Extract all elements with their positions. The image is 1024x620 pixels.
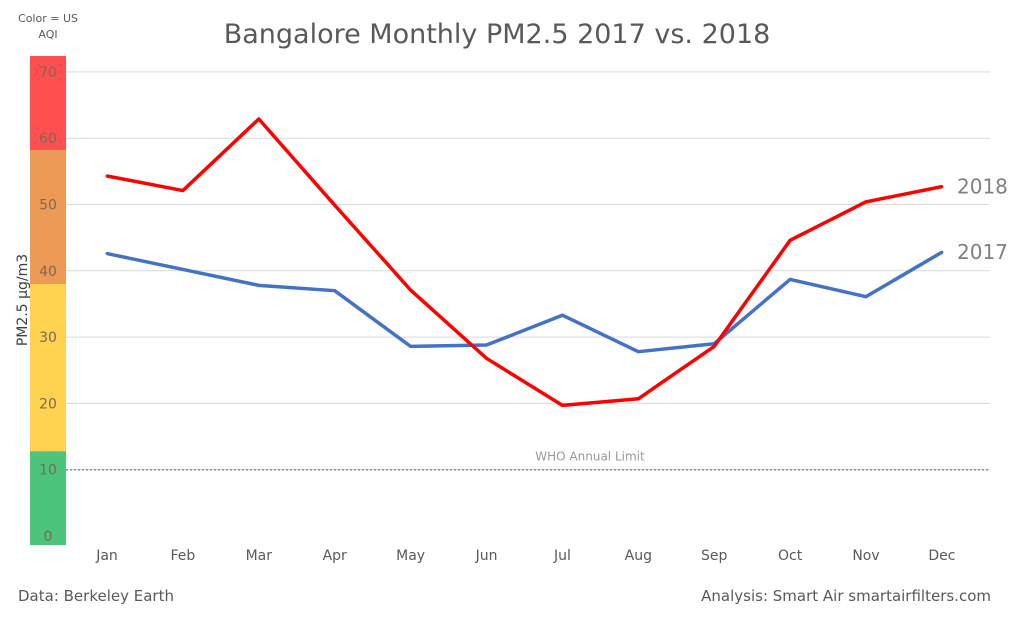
series-line-2018 <box>106 117 943 408</box>
point-2018-apr <box>333 203 337 207</box>
y-tick-50: 50 <box>39 198 57 214</box>
point-2017-apr <box>333 289 337 293</box>
point-2017-oct <box>788 277 792 281</box>
y-tick-70: 70 <box>39 65 57 81</box>
aqi-band-3 <box>30 55 66 151</box>
aqi-band-0 <box>30 451 66 545</box>
point-2017-feb <box>181 267 185 271</box>
x-tick-nov: Nov <box>852 548 879 564</box>
point-2018-feb <box>181 189 185 193</box>
point-2018-mar <box>257 117 261 121</box>
x-tick-aug: Aug <box>625 548 652 564</box>
who-limit-label: WHO Annual Limit <box>535 450 645 464</box>
y-tick-0: 0 <box>44 529 53 545</box>
point-2018-nov <box>864 200 868 204</box>
point-2017-nov <box>864 295 868 299</box>
x-tick-jul: Jul <box>553 548 571 564</box>
point-2018-dec <box>940 185 944 189</box>
point-2017-jun <box>485 343 488 347</box>
point-2017-mar <box>257 283 261 287</box>
gridlines <box>66 71 990 471</box>
x-tick-dec: Dec <box>928 548 955 564</box>
point-2018-jun <box>485 356 488 360</box>
y-tick-labels: 0 10 20 30 40 50 60 70 <box>39 65 57 545</box>
y-axis-label: PM2.5 μg/m3 <box>15 254 31 346</box>
aqi-band-2 <box>30 150 66 285</box>
series-label-2017: 2017 <box>957 240 1008 264</box>
y-tick-60: 60 <box>39 131 57 147</box>
point-2018-jan <box>105 174 109 178</box>
data-source: Data: Berkeley Earth <box>18 587 174 605</box>
x-tick-apr: Apr <box>323 548 347 564</box>
y-tick-40: 40 <box>39 264 57 280</box>
point-2018-jul <box>560 403 564 407</box>
aqi-legend-caption-line2: AQI <box>38 28 57 41</box>
chart-title: Bangalore Monthly PM2.5 2017 vs. 2018 <box>224 19 771 50</box>
point-2017-jan <box>105 252 109 256</box>
x-tick-sep: Sep <box>701 548 728 564</box>
x-tick-jan: Jan <box>95 548 118 564</box>
aqi-legend-caption-line1: Color = US <box>18 12 78 25</box>
y-tick-10: 10 <box>39 463 57 479</box>
y-tick-20: 20 <box>39 396 57 412</box>
data-series: 2017 2018 <box>105 117 1008 408</box>
point-2018-may <box>409 288 413 292</box>
x-tick-feb: Feb <box>171 548 196 564</box>
x-tick-oct: Oct <box>778 548 803 564</box>
aqi-color-bands <box>30 55 66 545</box>
x-tick-may: May <box>396 548 425 564</box>
x-tick-mar: Mar <box>246 548 273 564</box>
x-tick-labels: Jan Feb Mar Apr May Jun Jul Aug Sep Oct Nov Dec <box>95 548 955 564</box>
point-2017-aug <box>636 350 640 354</box>
series-line-2017 <box>106 250 943 354</box>
x-tick-jun: Jun <box>475 548 498 564</box>
aqi-band-1 <box>30 284 66 452</box>
point-2017-jul <box>560 313 564 317</box>
point-2017-dec <box>940 250 944 254</box>
y-tick-30: 30 <box>39 330 57 346</box>
series-label-2018: 2018 <box>957 175 1008 199</box>
point-2018-aug <box>636 397 640 401</box>
analysis-credit: Analysis: Smart Air smartairfilters.com <box>701 587 991 605</box>
point-2018-oct <box>788 238 792 242</box>
point-2017-may <box>409 344 413 348</box>
point-2018-sep <box>712 344 716 348</box>
